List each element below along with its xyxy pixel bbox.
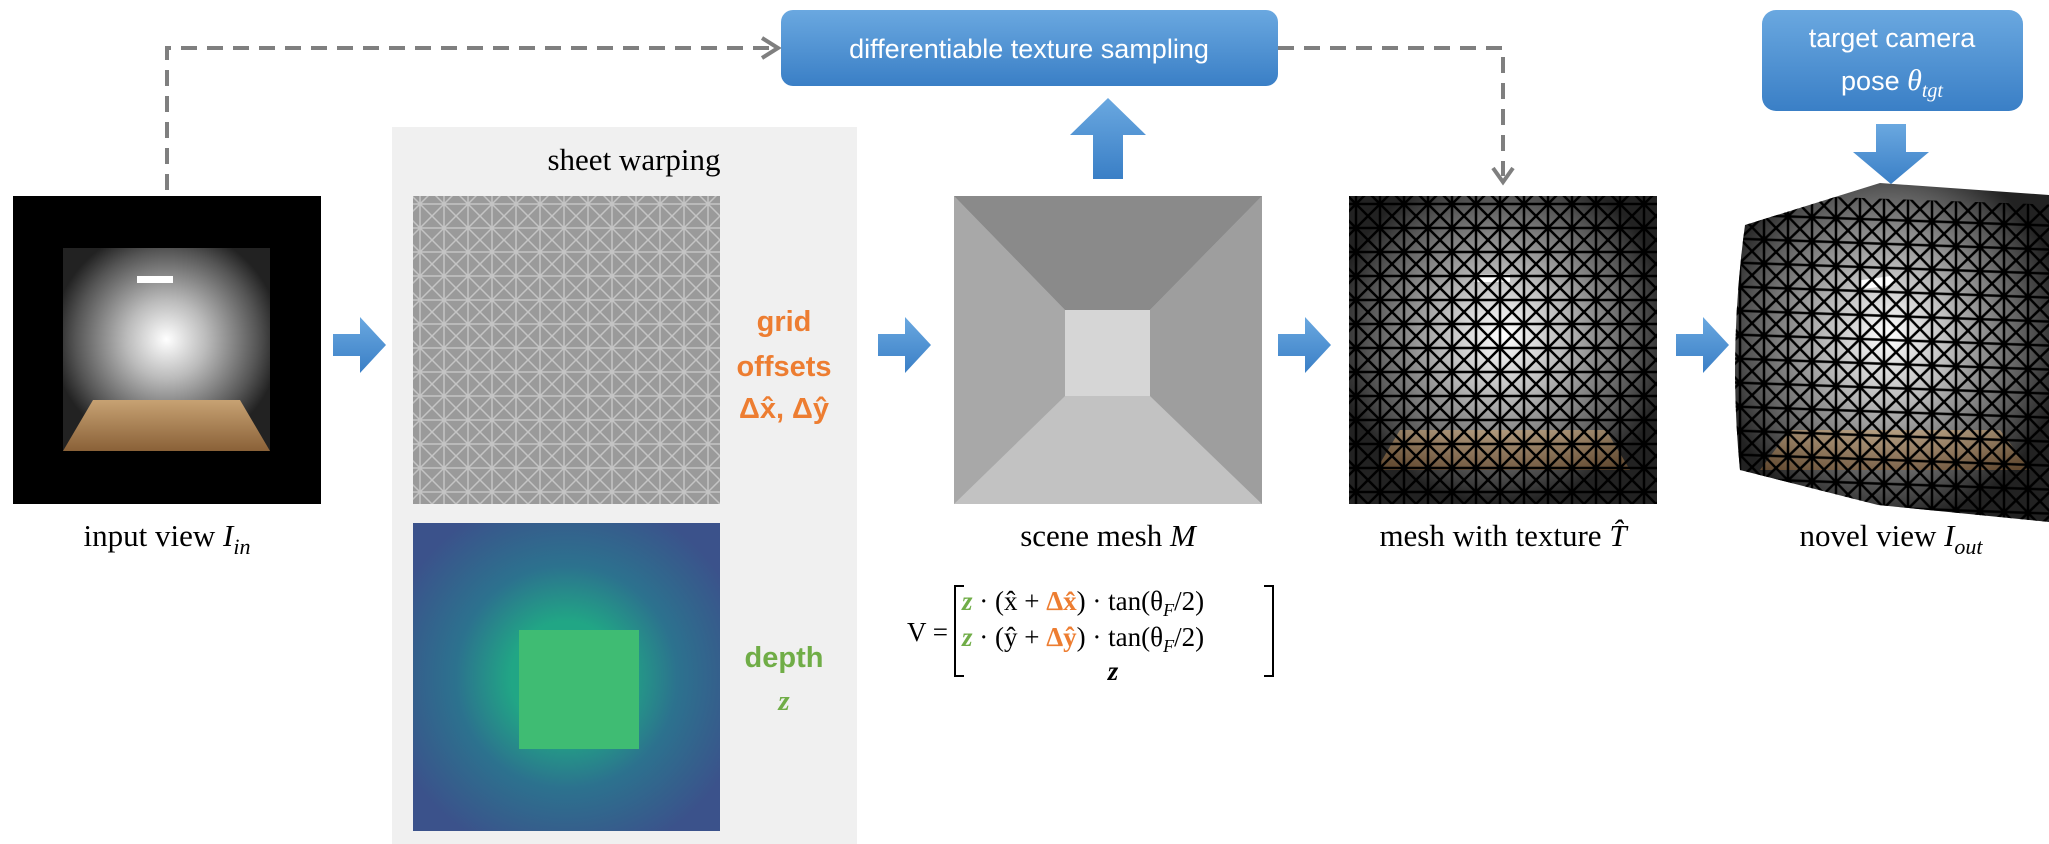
textured-mesh-image — [1349, 196, 1657, 504]
caption: input view Iin — [84, 518, 251, 559]
arrow — [333, 317, 386, 373]
formula-part: /2) — [1174, 586, 1204, 616]
symbol: θ — [1907, 64, 1922, 97]
subscript: out — [1954, 534, 1983, 559]
depth-image — [413, 523, 720, 831]
box-label: target camera — [1809, 23, 1977, 53]
caption-text: scene mesh — [1020, 518, 1170, 553]
symbol: T̂ — [1609, 518, 1629, 553]
grid-offsets-image — [413, 196, 720, 504]
formula-part: ) · tan(θ — [1077, 586, 1163, 616]
caption: novel view Iout — [1799, 518, 1983, 559]
box-label: pose — [1841, 66, 1907, 96]
label-line: z — [777, 685, 790, 717]
caption: mesh with texture T̂ — [1379, 518, 1629, 553]
subscript: tgt — [1922, 80, 1944, 102]
formula-part: · (ŷ + — [973, 622, 1047, 652]
box-label: differentiable texture sampling — [849, 34, 1209, 64]
formula-part: · (x̂ + — [973, 586, 1047, 616]
subscript: in — [233, 534, 250, 559]
formula-lhs: V = — [907, 617, 948, 647]
label-line: depth — [745, 642, 824, 674]
formula-part: ) · tan(θ — [1077, 622, 1163, 652]
formula-row: z · (ŷ + Δŷ) · tan(θF/2) — [961, 622, 1204, 656]
formula-row: z — [1107, 656, 1119, 686]
label-line: grid — [757, 306, 812, 338]
formula-row: z · (x̂ + Δx̂) · tan(θF/2) — [961, 586, 1204, 620]
input-view-image — [13, 196, 321, 504]
diagram: differentiable texture sampling target c… — [0, 0, 2049, 844]
bracket — [1264, 586, 1273, 676]
arrow — [1853, 124, 1929, 184]
formula-part: Δŷ — [1046, 622, 1077, 652]
novel-view-image — [1728, 183, 2049, 545]
formula: V = z · (x̂ + Δx̂) · tan(θF/2) z · (ŷ + … — [907, 586, 1273, 686]
caption: scene mesh M — [1020, 518, 1198, 553]
formula-part: Δx̂ — [1046, 586, 1077, 616]
formula-part: z — [961, 586, 973, 616]
caption-text: novel view — [1799, 518, 1944, 553]
formula-part: /2) — [1174, 622, 1204, 652]
arrow — [878, 317, 931, 373]
panel-title: sheet warping — [547, 142, 720, 177]
dashed-connector — [1278, 48, 1503, 176]
label-line: offsets — [736, 351, 831, 383]
arrow — [1278, 317, 1331, 373]
label-line: Δx̂, Δŷ — [739, 393, 829, 425]
caption-text: mesh with texture — [1379, 518, 1609, 553]
arrow — [1676, 317, 1729, 373]
formula-part: z — [961, 622, 973, 652]
caption-text: input view — [84, 518, 224, 553]
scene-mesh-image — [954, 196, 1262, 504]
symbol: M — [1169, 518, 1198, 553]
arrow — [1070, 98, 1146, 179]
